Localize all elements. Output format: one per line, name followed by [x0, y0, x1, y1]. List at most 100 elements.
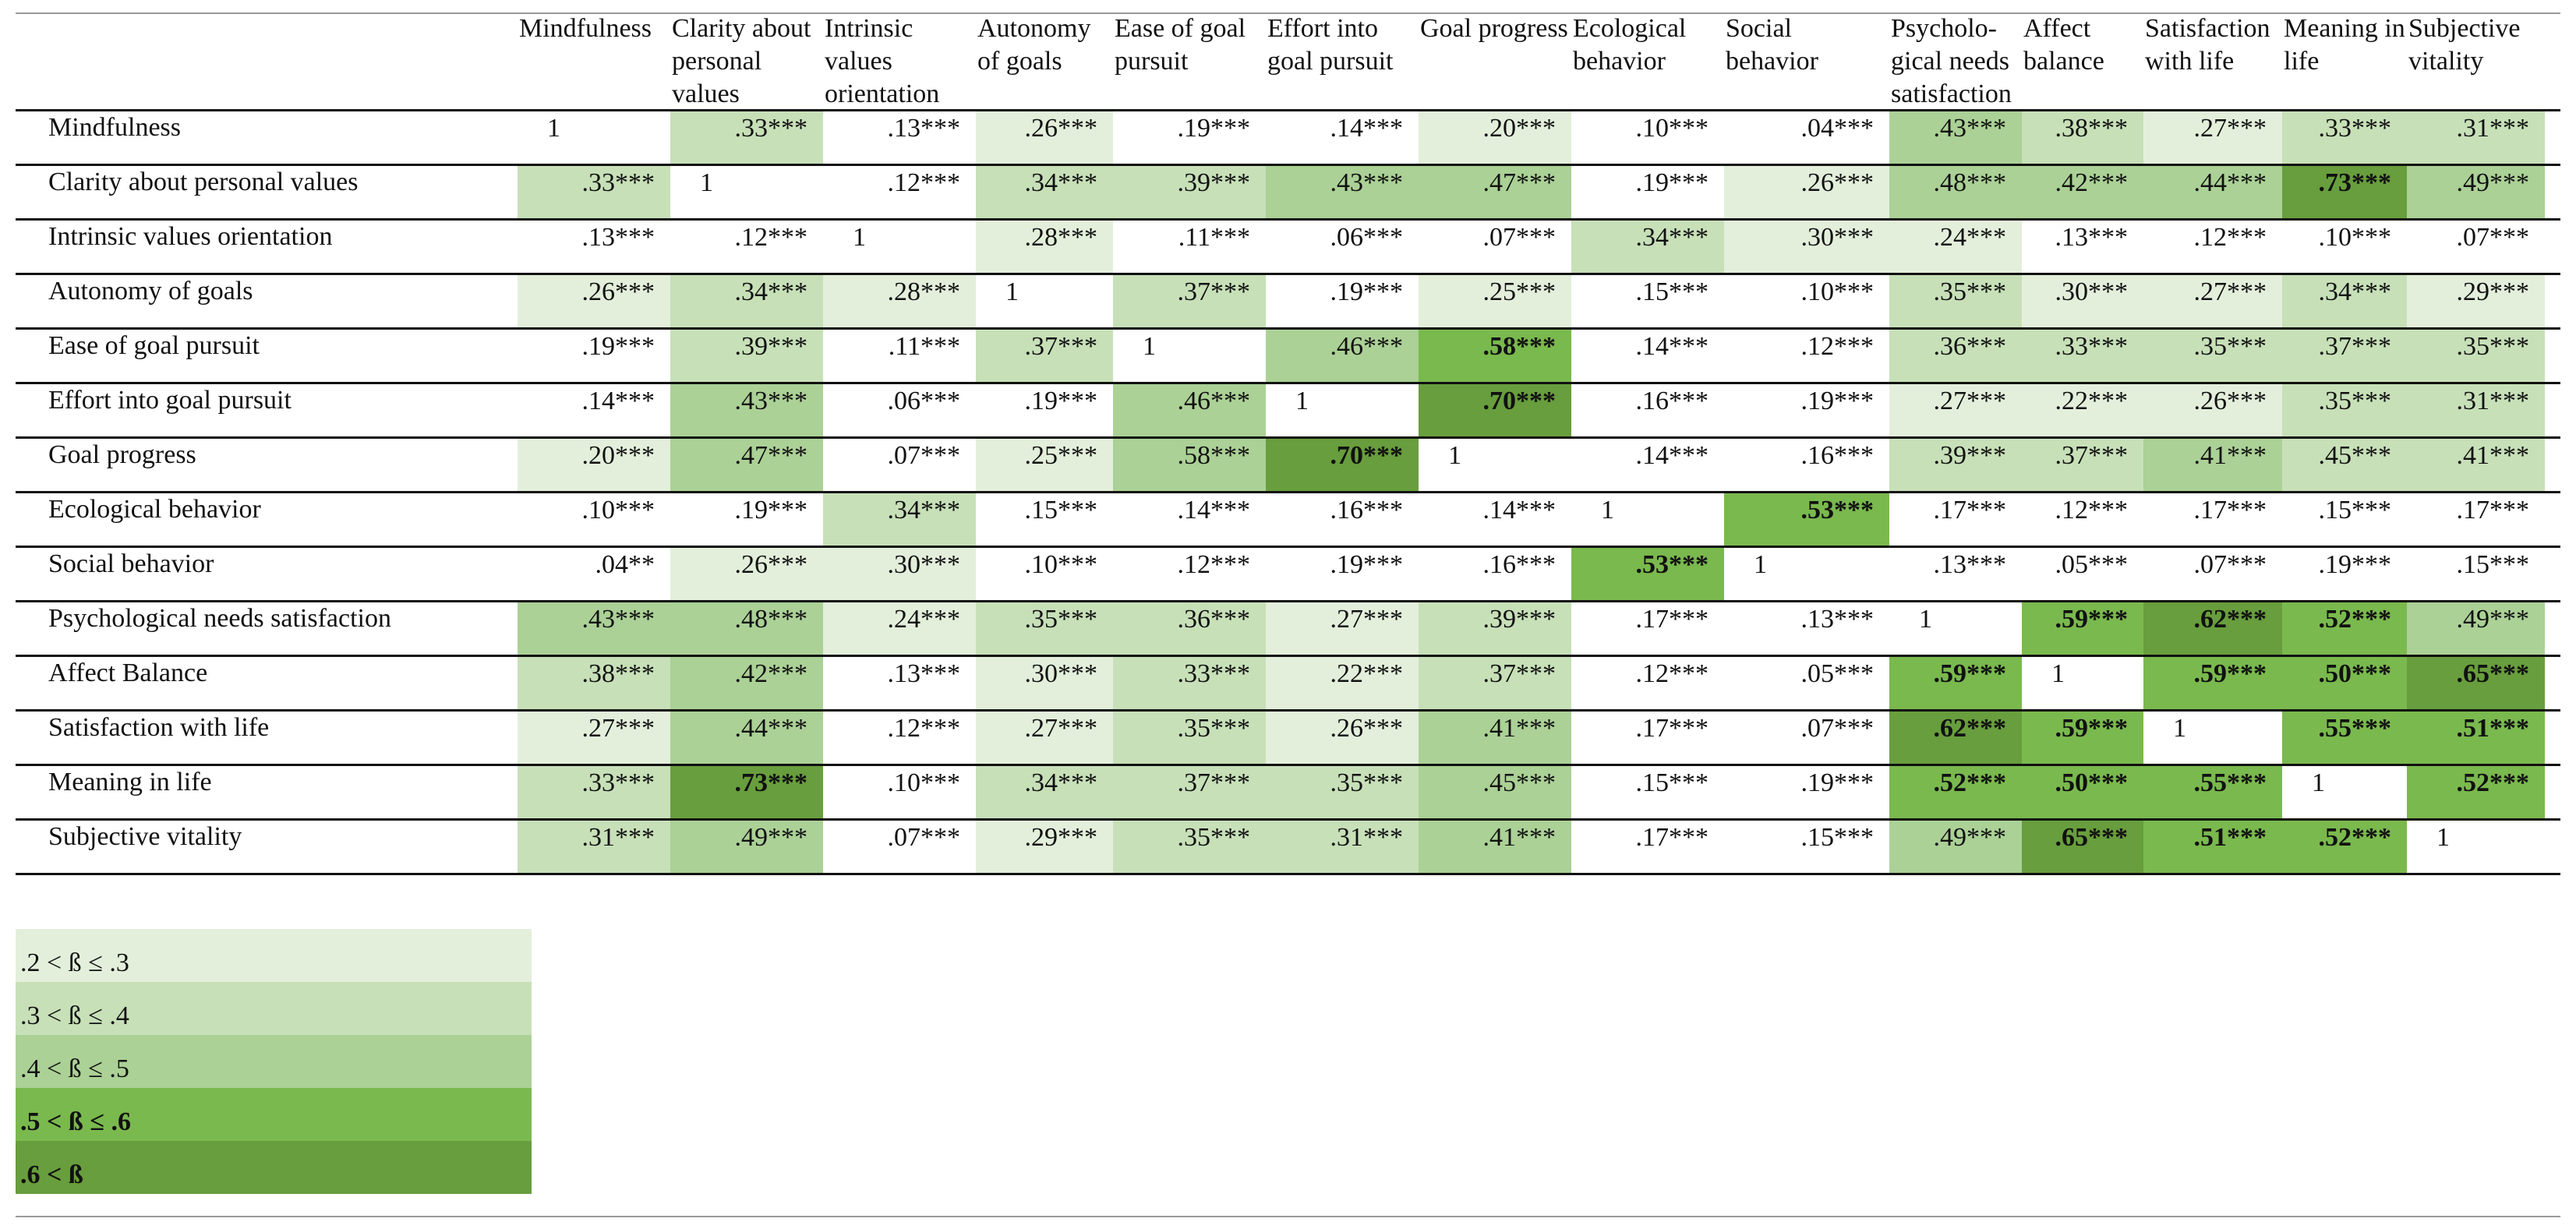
- table-cell: .27***: [976, 712, 1113, 764]
- cell-value: .65***: [2055, 823, 2129, 852]
- table-cell: .24***: [1889, 221, 2022, 273]
- cell-value: .59***: [2055, 605, 2129, 634]
- table-cell: .35***: [2282, 384, 2407, 436]
- table-cell: .12***: [1113, 548, 1266, 600]
- cell-value: 1: [700, 168, 713, 197]
- table-cell: .13***: [1724, 602, 1889, 655]
- table-cell: 1: [1571, 493, 1724, 546]
- row-rule: [16, 546, 2560, 548]
- table-cell: .43***: [670, 384, 823, 436]
- row-rule: [16, 382, 2560, 384]
- table-cell: .12***: [2143, 221, 2282, 273]
- table-cell: .19***: [1266, 275, 1419, 327]
- table-cell: .13***: [2022, 221, 2143, 273]
- cell-value: .73***: [734, 768, 808, 797]
- cell-value: .35***: [1024, 605, 1098, 634]
- table-cell: .53***: [1571, 548, 1724, 600]
- table-cell: .10***: [1571, 111, 1724, 164]
- cell-value: .46***: [1177, 387, 1251, 415]
- table-cell: .26***: [1724, 166, 1889, 218]
- table-cell: .59***: [2022, 712, 2143, 764]
- table-cell: .39***: [1113, 166, 1266, 218]
- table-cell: .19***: [976, 384, 1113, 436]
- table-cell: .29***: [2407, 275, 2545, 327]
- cell-value: .39***: [734, 332, 808, 361]
- cell-value: .12***: [887, 168, 961, 197]
- legend-item: .3 < ß ≤ .4: [16, 982, 532, 1035]
- table-cell: .39***: [670, 330, 823, 382]
- table-cell: .19***: [1724, 766, 1889, 818]
- cell-value: .29***: [1024, 823, 1098, 852]
- cell-value: .70***: [1482, 387, 1557, 415]
- cell-value: .20***: [581, 441, 655, 470]
- cell-value: .31***: [581, 823, 655, 852]
- column-header: Affect balance: [2023, 14, 2104, 76]
- table-cell: .14***: [1571, 439, 1724, 491]
- cell-value: .53***: [1635, 550, 1709, 579]
- cell-value: .34***: [1635, 223, 1709, 252]
- table-cell: .05***: [1724, 657, 1889, 709]
- cell-value: .15***: [1800, 823, 1875, 852]
- cell-value: .25***: [1482, 277, 1557, 306]
- table-cell: .25***: [1419, 275, 1571, 327]
- cell-value: .42***: [2055, 168, 2129, 197]
- table-cell: 1: [976, 275, 1113, 327]
- table-cell: .14***: [1113, 493, 1266, 546]
- cell-value: .41***: [1482, 823, 1557, 852]
- table-cell: .12***: [1571, 657, 1724, 709]
- cell-value: .25***: [1024, 441, 1098, 470]
- cell-value: .07***: [2193, 550, 2267, 579]
- cell-value: .19***: [1330, 550, 1404, 579]
- cell-value: .33***: [1177, 659, 1251, 688]
- cell-value: .31***: [2456, 387, 2530, 415]
- table-cell: .17***: [1571, 821, 1724, 873]
- table-cell: .14***: [1571, 330, 1724, 382]
- cell-value: .16***: [1482, 550, 1557, 579]
- cell-value: .30***: [1800, 223, 1875, 252]
- cell-value: .24***: [887, 605, 961, 634]
- cell-value: .13***: [887, 659, 961, 688]
- cell-value: .34***: [1024, 168, 1098, 197]
- table-cell: .35***: [1113, 821, 1266, 873]
- table-cell: .07***: [2143, 548, 2282, 600]
- cell-value: .26***: [1024, 114, 1098, 143]
- cell-value: .49***: [734, 823, 808, 852]
- table-cell: .47***: [670, 439, 823, 491]
- table-cell: .37***: [1113, 275, 1266, 327]
- cell-value: .04**: [595, 550, 655, 579]
- cell-value: .10***: [1800, 277, 1875, 306]
- table-cell: .37***: [976, 330, 1113, 382]
- table-cell: 1: [2022, 657, 2143, 709]
- table-cell: .28***: [976, 221, 1113, 273]
- cell-value: .16***: [1800, 441, 1875, 470]
- table-cell: .35***: [1113, 712, 1266, 764]
- table-cell: .06***: [1266, 221, 1419, 273]
- table-cell: .73***: [2282, 166, 2407, 218]
- cell-value: .34***: [2318, 277, 2392, 306]
- cell-value: .26***: [1800, 168, 1875, 197]
- table-cell: 1: [2282, 766, 2407, 818]
- row-label: Social behavior: [48, 549, 214, 578]
- cell-value: .05***: [2055, 550, 2129, 579]
- table-cell: .11***: [1113, 221, 1266, 273]
- cell-value: .07***: [1800, 714, 1875, 743]
- cell-value: .37***: [1177, 277, 1251, 306]
- cell-value: .10***: [1024, 550, 1098, 579]
- table-cell: .30***: [2022, 275, 2143, 327]
- cell-value: 1: [853, 223, 866, 252]
- table-cell: .17***: [2407, 493, 2545, 546]
- table-cell: .34***: [823, 493, 976, 546]
- table-cell: .15***: [976, 493, 1113, 546]
- table-cell: .58***: [1113, 439, 1266, 491]
- table-cell: .35***: [1266, 766, 1419, 818]
- cell-value: .41***: [2193, 441, 2267, 470]
- cell-value: .30***: [1024, 659, 1098, 688]
- row-rule: [16, 818, 2560, 821]
- table-cell: .39***: [1889, 439, 2022, 491]
- table-cell: .13***: [518, 221, 670, 273]
- cell-value: .53***: [1800, 496, 1875, 524]
- cell-value: .42***: [734, 659, 808, 688]
- table-cell: .12***: [823, 712, 976, 764]
- cell-value: .47***: [734, 441, 808, 470]
- cell-value: .10***: [2318, 223, 2392, 252]
